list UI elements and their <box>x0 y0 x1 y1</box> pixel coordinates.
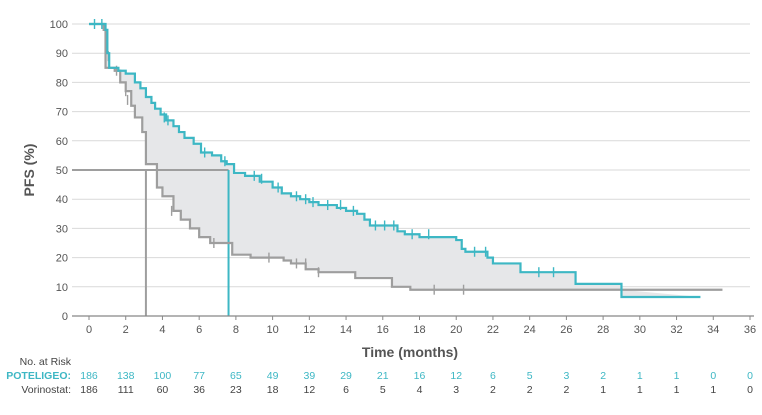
risk-row-label: Vorinostat: <box>21 384 71 396</box>
risk-value: 2 <box>490 384 496 396</box>
risk-value: 3 <box>453 384 459 396</box>
risk-value: 60 <box>157 384 169 396</box>
risk-value: 5 <box>527 370 533 382</box>
y-tick-label: 60 <box>56 136 68 148</box>
x-tick-label: 34 <box>707 324 719 336</box>
y-tick-label: 70 <box>56 107 68 119</box>
x-tick-label: 20 <box>450 324 462 336</box>
risk-value: 21 <box>377 370 389 382</box>
x-tick-label: 0 <box>86 324 92 336</box>
risk-value: 4 <box>417 384 423 396</box>
risk-value: 186 <box>80 370 98 382</box>
risk-value: 0 <box>747 384 753 396</box>
risk-value: 49 <box>267 370 279 382</box>
x-tick-label: 32 <box>670 324 682 336</box>
y-tick-label: 90 <box>56 48 68 60</box>
risk-value: 1 <box>637 384 643 396</box>
shaded-difference-area <box>89 24 701 298</box>
risk-value: 111 <box>118 384 134 396</box>
risk-value: 12 <box>303 384 315 396</box>
y-tick-label: 0 <box>62 311 68 323</box>
risk-value: 2 <box>563 384 569 396</box>
risk-value: 2 <box>527 384 533 396</box>
x-tick-label: 6 <box>196 324 202 336</box>
risk-value: 3 <box>563 370 569 382</box>
risk-value: 0 <box>710 370 716 382</box>
x-tick-label: 4 <box>159 324 165 336</box>
y-tick-label: 50 <box>56 165 68 177</box>
x-tick-label: 16 <box>377 324 389 336</box>
risk-value: 100 <box>154 370 172 382</box>
survival-curves <box>89 19 723 299</box>
y-tick-label: 30 <box>56 223 68 235</box>
x-tick-label: 12 <box>303 324 315 336</box>
x-tick-label: 2 <box>123 324 129 336</box>
x-tick-label: 26 <box>560 324 572 336</box>
y-tick-label: 100 <box>50 19 68 31</box>
risk-value: 18 <box>267 384 279 396</box>
x-tick-label: 28 <box>597 324 609 336</box>
y-tick-label: 80 <box>56 77 68 89</box>
x-tick-label: 22 <box>487 324 499 336</box>
x-tick-label: 18 <box>413 324 425 336</box>
risk-value: 138 <box>117 370 135 382</box>
x-tick-label: 14 <box>340 324 352 336</box>
x-tick-label: 10 <box>266 324 278 336</box>
risk-table-header: No. at Risk <box>20 356 72 368</box>
risk-value: 186 <box>80 384 98 396</box>
risk-value: 77 <box>193 370 205 382</box>
risk-value: 5 <box>380 384 386 396</box>
risk-value: 0 <box>747 370 753 382</box>
series-line-poteligeo <box>89 22 701 299</box>
y-tick-label: 40 <box>56 194 68 206</box>
risk-value: 65 <box>230 370 242 382</box>
risk-value: 1 <box>600 384 606 396</box>
area-between-curves <box>89 24 701 298</box>
risk-value: 6 <box>490 370 496 382</box>
risk-value: 36 <box>193 384 205 396</box>
risk-value: 1 <box>674 370 680 382</box>
y-axis-title: PFS (%) <box>21 144 37 197</box>
risk-row-label: POTELIGEO: <box>6 370 71 382</box>
risk-value: 23 <box>230 384 242 396</box>
x-tick-label: 24 <box>524 324 536 336</box>
x-axis-title: Time (months) <box>362 344 458 360</box>
risk-value: 16 <box>414 370 426 382</box>
risk-value: 12 <box>450 370 462 382</box>
risk-value: 1 <box>710 384 716 396</box>
x-tick-label: 36 <box>744 324 756 336</box>
risk-value: 2 <box>600 370 606 382</box>
risk-value: 1 <box>674 384 680 396</box>
risk-value: 39 <box>303 370 315 382</box>
risk-value: 1 <box>637 370 643 382</box>
x-tick-label: 30 <box>634 324 646 336</box>
y-tick-label: 10 <box>56 282 68 294</box>
x-tick-label: 8 <box>233 324 239 336</box>
risk-value: 6 <box>343 384 349 396</box>
risk-value: 29 <box>340 370 352 382</box>
y-tick-label: 20 <box>56 253 68 265</box>
